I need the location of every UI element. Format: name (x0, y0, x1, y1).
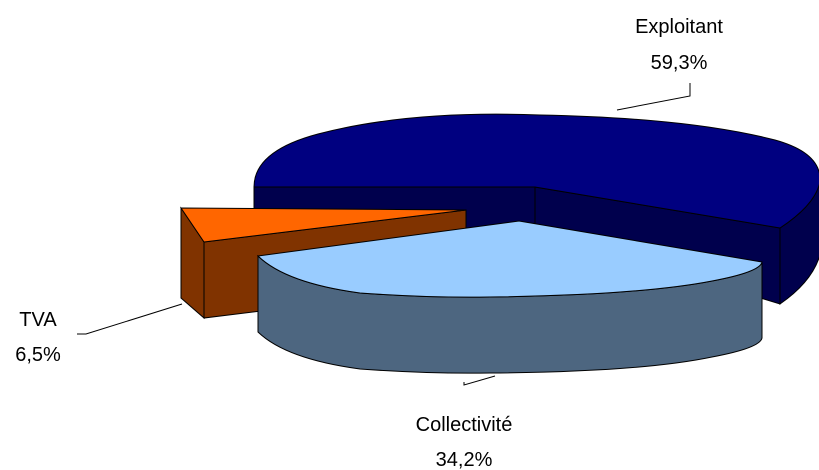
leader-line-collectivite (463, 375, 496, 386)
label-tva-value: 6,5% (15, 344, 61, 366)
slice-collectivite (256, 220, 763, 374)
label-tva-name: TVA (19, 309, 57, 331)
slice-collectivite-top (256, 220, 763, 298)
slice-tva-top (180, 207, 467, 243)
label-exploitant-name: Exploitant (635, 16, 723, 38)
leader-line-tva (77, 303, 183, 335)
label-collectivite-name: Collectivité (416, 414, 513, 436)
leader-line-exploitant (616, 83, 691, 111)
label-exploitant-value: 59,3% (651, 52, 708, 74)
slice-exploitant-top (253, 113, 819, 229)
label-collectivite-value: 34,2% (436, 449, 493, 470)
